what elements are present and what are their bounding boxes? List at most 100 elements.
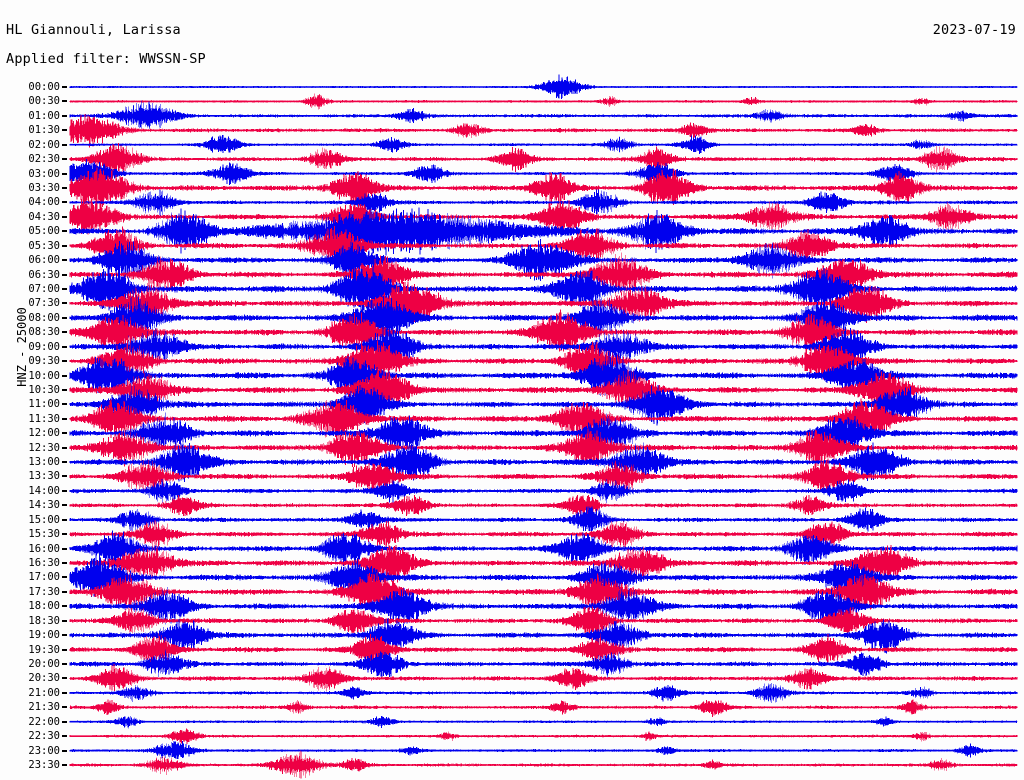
time-label: 09:00: [28, 340, 60, 353]
axis-tick: [62, 345, 67, 348]
time-label: 13:30: [28, 470, 60, 483]
axis-tick: [62, 706, 67, 709]
axis-tick: [62, 677, 67, 680]
time-label: 14:30: [28, 499, 60, 512]
time-label: 04:00: [28, 196, 60, 209]
axis-tick: [62, 605, 67, 608]
axis-tick: [62, 360, 67, 363]
axis-tick: [62, 749, 67, 752]
axis-tick: [62, 518, 67, 521]
time-label: 20:30: [28, 672, 60, 685]
station-title: HL Giannouli, Larissa: [6, 22, 181, 38]
axis-tick: [62, 172, 67, 175]
time-label: 11:00: [28, 398, 60, 411]
time-label: 20:00: [28, 658, 60, 671]
time-label: 00:30: [28, 95, 60, 108]
axis-tick: [62, 720, 67, 723]
time-label: 16:00: [28, 542, 60, 555]
time-label: 10:00: [28, 369, 60, 382]
axis-tick: [62, 100, 67, 103]
time-label: 03:00: [28, 167, 60, 180]
axis-tick: [62, 504, 67, 507]
axis-tick: [62, 374, 67, 377]
seismic-trace: [69, 100, 1018, 130]
axis-tick: [62, 691, 67, 694]
axis-tick: [62, 634, 67, 637]
axis-tick: [62, 215, 67, 218]
axis-tick: [62, 432, 67, 435]
helicorder-plot: 00:00 00:30 01:00 01:30 02:00 02:30 03:00 03:30…: [0, 72, 1024, 780]
axis-tick: [62, 663, 67, 666]
time-label: 15:00: [28, 513, 60, 526]
axis-tick: [62, 259, 67, 262]
time-label: 05:30: [28, 239, 60, 252]
axis-tick: [62, 302, 67, 305]
time-label: 18:30: [28, 614, 60, 627]
axis-tick: [62, 388, 67, 391]
time-label: 02:30: [28, 153, 60, 166]
time-label: 19:30: [28, 643, 60, 656]
time-label: 06:30: [28, 268, 60, 281]
axis-tick: [62, 287, 67, 290]
time-label: 23:30: [28, 759, 60, 771]
time-label: 04:30: [28, 210, 60, 223]
axis-tick: [62, 158, 67, 161]
time-label: 08:30: [28, 326, 60, 339]
time-label: 03:30: [28, 181, 60, 194]
time-label: 08:00: [28, 311, 60, 324]
time-label: 09:30: [28, 355, 60, 368]
applied-filter-label: Applied filter: WWSSN-SP: [6, 51, 206, 67]
axis-tick: [62, 475, 67, 478]
axis-tick: [62, 230, 67, 233]
time-label: 14:00: [28, 484, 60, 497]
axis-tick: [62, 143, 67, 146]
time-label: 21:00: [28, 686, 60, 699]
trace-canvas: [69, 74, 1018, 779]
axis-tick: [62, 735, 67, 738]
axis-tick: [62, 403, 67, 406]
time-label: 01:00: [28, 109, 60, 122]
time-label: 11:30: [28, 412, 60, 425]
axis-tick: [62, 114, 67, 117]
time-label: 07:00: [28, 282, 60, 295]
time-label: 18:00: [28, 600, 60, 613]
time-label: 22:00: [28, 715, 60, 728]
axis-tick: [62, 186, 67, 189]
axis-tick: [62, 273, 67, 276]
time-label: 06:00: [28, 254, 60, 267]
time-label: 01:30: [28, 124, 60, 137]
axis-tick: [62, 331, 67, 334]
time-label: 23:00: [28, 744, 60, 757]
axis-tick: [62, 547, 67, 550]
axis-tick: [62, 590, 67, 593]
time-label: 12:30: [28, 441, 60, 454]
axis-tick: [62, 461, 67, 464]
date-label: 2023-07-19: [932, 22, 1016, 38]
time-label: 15:30: [28, 528, 60, 541]
axis-tick: [62, 648, 67, 651]
axis-tick: [62, 764, 67, 766]
time-label: 10:30: [28, 383, 60, 396]
time-label: 12:00: [28, 427, 60, 440]
time-label: 07:30: [28, 297, 60, 310]
axis-tick: [62, 576, 67, 579]
time-label: 05:00: [28, 225, 60, 238]
axis-tick: [62, 201, 67, 204]
time-axis: 00:00 00:30 01:00 01:30 02:00 02:30 03:00 03:30…: [0, 72, 67, 780]
axis-tick: [62, 489, 67, 492]
seismic-trace: [69, 699, 1018, 717]
time-label: 22:30: [28, 730, 60, 743]
axis-tick: [62, 562, 67, 565]
axis-tick: [62, 417, 67, 420]
axis-tick: [62, 533, 67, 536]
axis-tick: [62, 86, 67, 88]
time-label: 13:00: [28, 456, 60, 469]
time-label: 17:30: [28, 585, 60, 598]
time-label: 16:30: [28, 557, 60, 570]
axis-tick: [62, 446, 67, 449]
axis-tick: [62, 619, 67, 622]
time-label: 17:00: [28, 571, 60, 584]
time-label: 19:00: [28, 629, 60, 642]
time-label: 00:00: [28, 81, 60, 93]
